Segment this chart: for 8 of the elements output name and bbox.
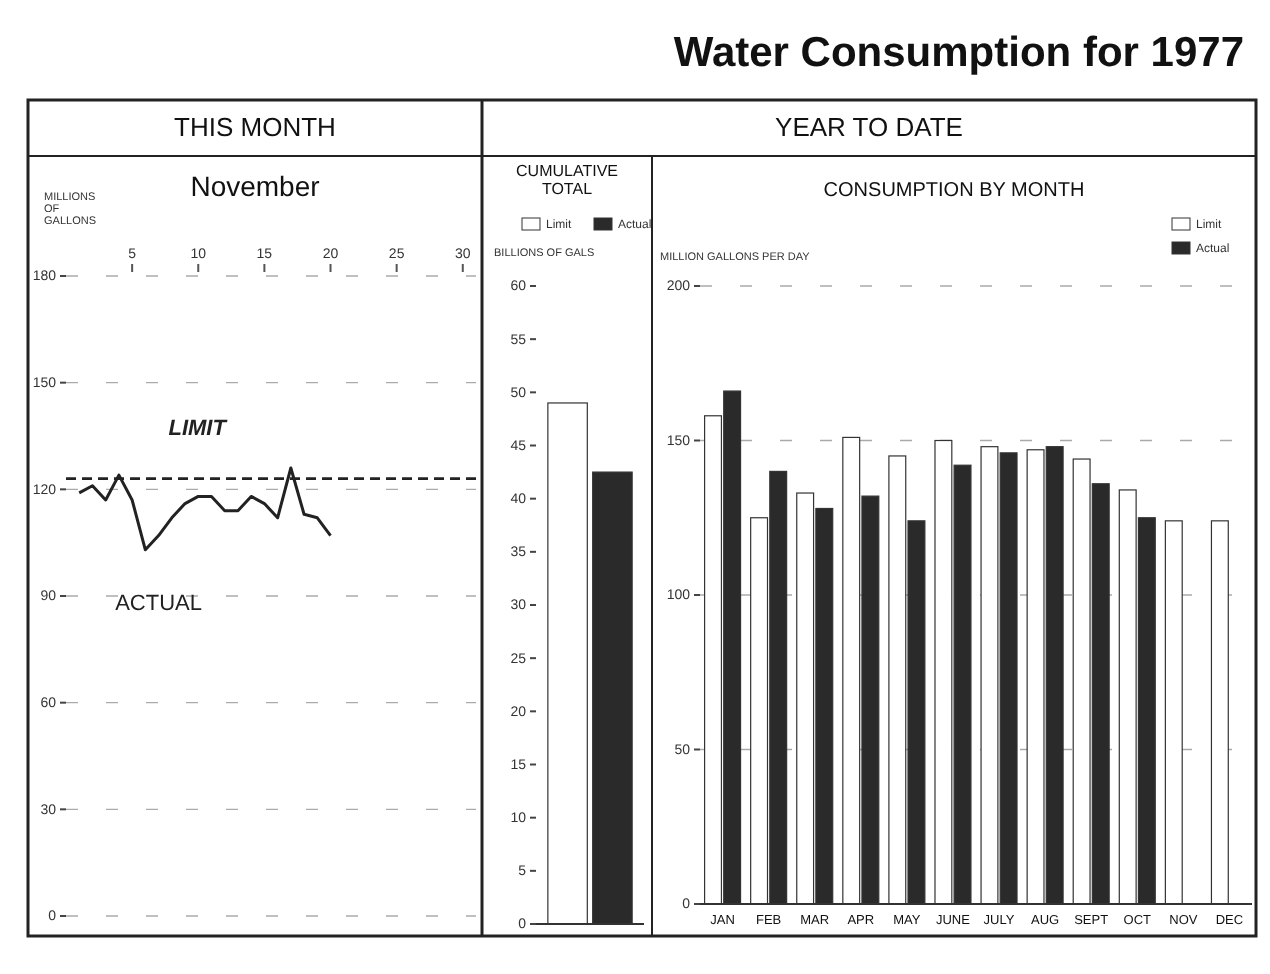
chart-subtitle: CONSUMPTION BY MONTH — [823, 180, 1085, 202]
text: ACTUAL — [115, 591, 202, 616]
chart-title: YEAR TO DATE — [775, 112, 964, 142]
text: Water Consumption for 1977 — [673, 30, 1244, 76]
chart-title: THIS MONTH — [174, 112, 336, 142]
chart-subtitle: November — [190, 170, 321, 202]
ref-line-label: LIMIT — [168, 416, 229, 441]
chart-title: CUMULATIVE TOTAL — [516, 162, 618, 198]
